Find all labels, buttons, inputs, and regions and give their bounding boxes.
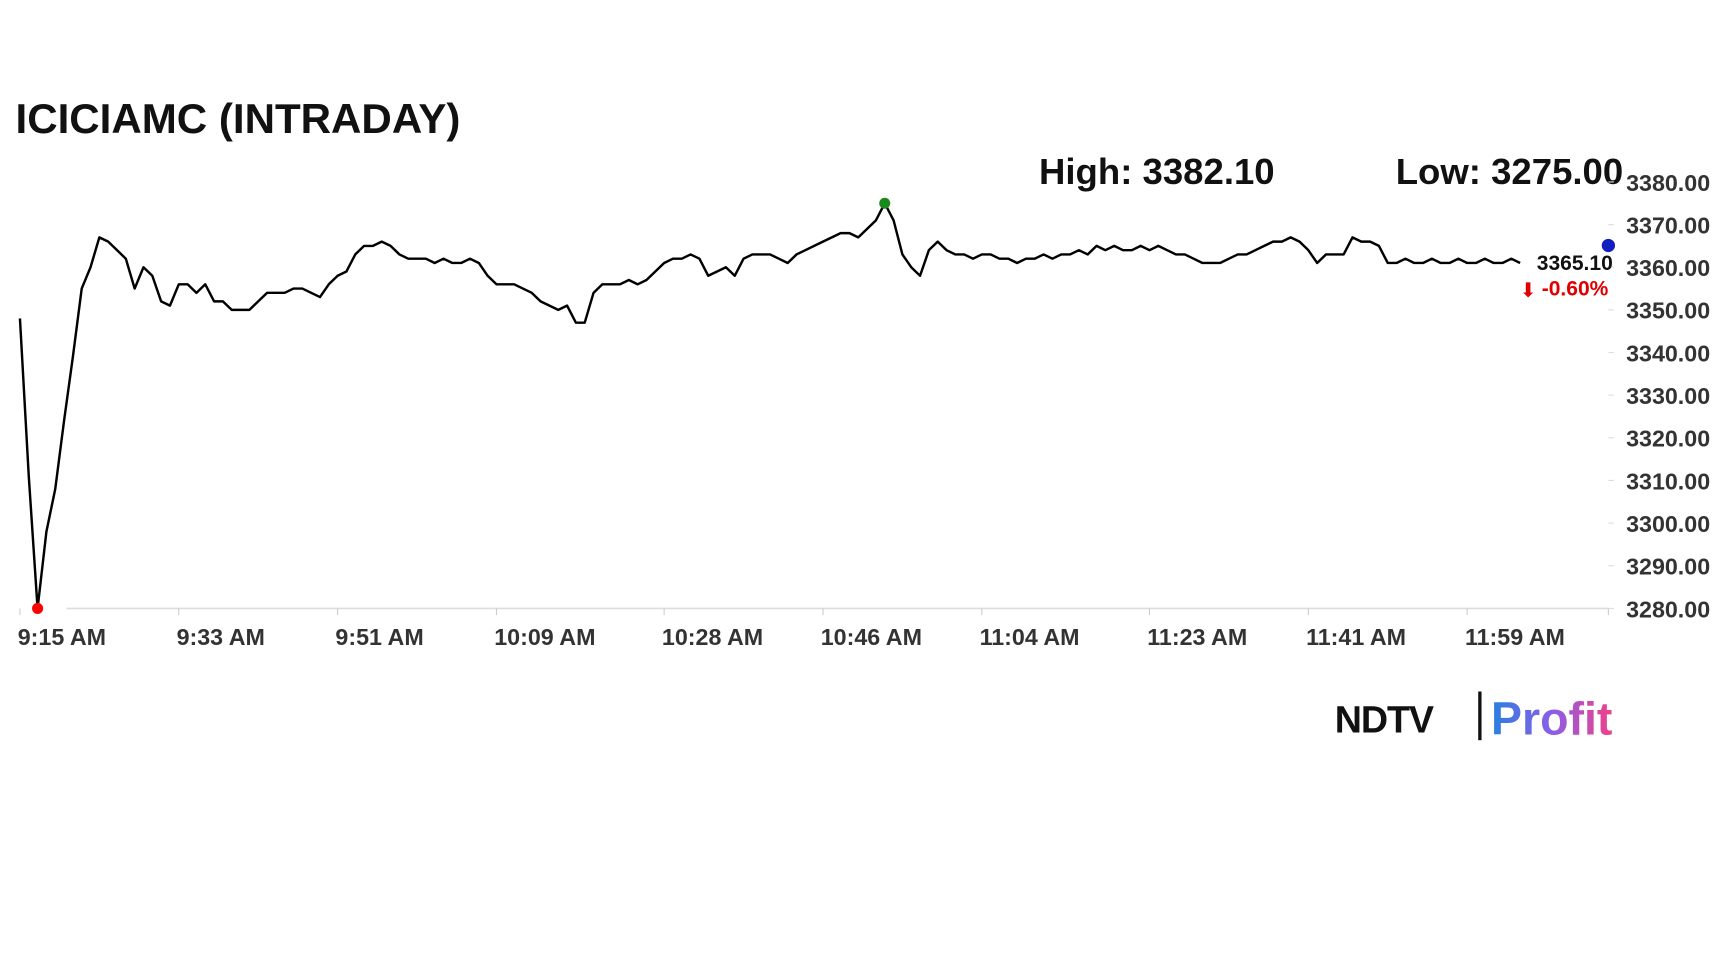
x-tick-label: 11:41 AM (1306, 624, 1406, 650)
chart-title: ICICIAMC (INTRADAY) (16, 95, 461, 142)
y-tick-label: 3300.00 (1626, 511, 1710, 537)
x-tick-label: 11:59 AM (1465, 624, 1565, 650)
x-tick-label: 10:28 AM (662, 624, 763, 650)
x-tick-label: 9:51 AM (335, 624, 423, 650)
brand-ndtv: NDTV (1335, 698, 1434, 740)
last-price-dot (1601, 238, 1616, 253)
high-annotation: High: 3382.10 (1039, 151, 1275, 192)
price-line (18, 202, 1521, 610)
x-tick-label: 9:15 AM (18, 624, 106, 650)
y-tick-label: 3290.00 (1626, 554, 1710, 580)
y-tick-label: 3330.00 (1626, 383, 1710, 409)
brand-profit: Profit (1491, 693, 1612, 745)
x-tick-label: 11:23 AM (1147, 624, 1247, 650)
x-tick-label: 10:09 AM (494, 624, 595, 650)
x-tick-label: 10:46 AM (821, 624, 922, 650)
last-price-label: 3365.10 (1537, 252, 1613, 275)
y-tick-label: 3280.00 (1626, 596, 1710, 622)
y-tick-label: 3350.00 (1626, 298, 1710, 324)
low-dot (32, 602, 44, 614)
low-annotation: Low: 3275.00 (1396, 151, 1624, 192)
down-arrow: ⬇ (1520, 280, 1537, 302)
x-tick-label: 9:33 AM (177, 624, 265, 650)
y-tick-label: 3380.00 (1626, 170, 1710, 196)
y-tick-label: 3360.00 (1626, 255, 1710, 281)
high-dot (879, 197, 891, 209)
y-tick-label: 3340.00 (1626, 340, 1710, 366)
y-tick-label: 3320.00 (1626, 426, 1710, 452)
y-tick-label: 3370.00 (1626, 212, 1710, 238)
y-tick-label: 3310.00 (1626, 468, 1710, 494)
change-label: -0.60% (1542, 277, 1609, 300)
x-tick-label: 11:04 AM (980, 624, 1080, 650)
